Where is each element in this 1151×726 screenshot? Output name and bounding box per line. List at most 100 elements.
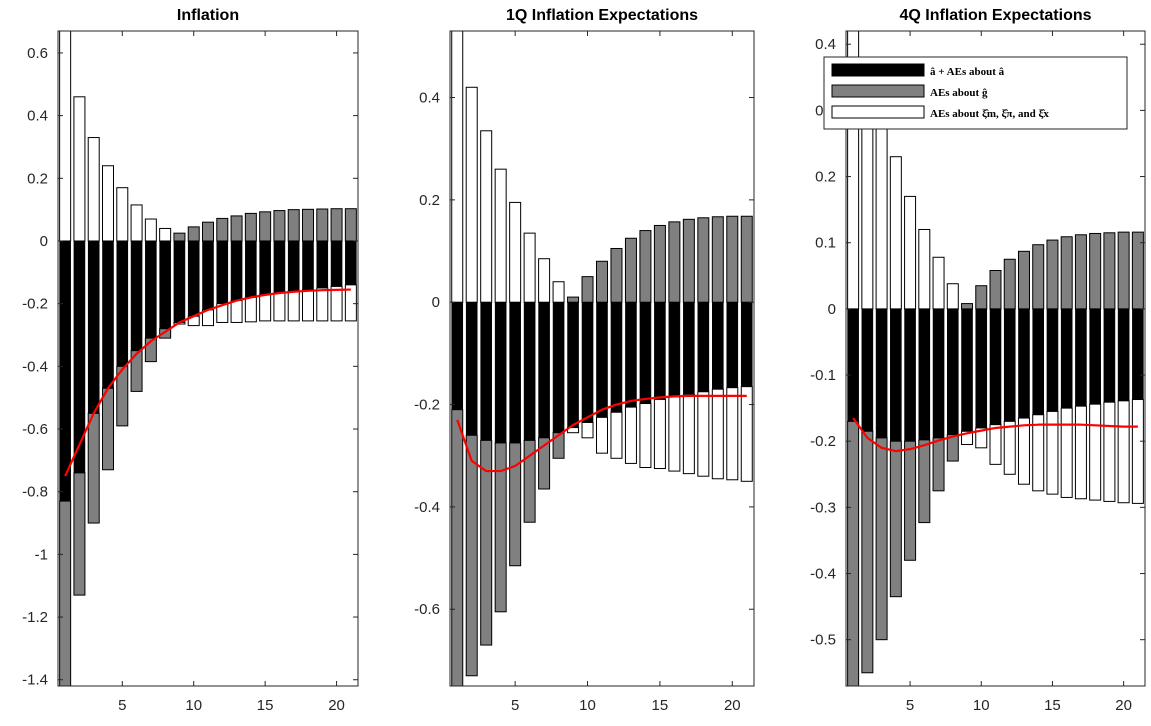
y-tick-label: -1.4	[22, 672, 48, 689]
bar-series2-x7	[538, 437, 551, 490]
line-series	[64, 288, 351, 477]
bar-series2-x8	[946, 434, 959, 462]
bar-series1-x11	[989, 308, 1002, 425]
y-tick-label: 0.2	[815, 169, 836, 186]
bar-series2-x4	[102, 387, 114, 471]
chart-panel-3: -0.5-0.4-0.3-0.2-0.100.10.20.30.45101520…	[810, 7, 1146, 714]
bar-series2-x8	[552, 432, 565, 459]
bar-series1-x5	[116, 240, 129, 367]
bar-series1-x19	[316, 240, 329, 289]
bar-series1-x15	[259, 240, 271, 295]
bar-series2-x17	[682, 218, 695, 303]
bar-series3-x13	[230, 300, 243, 323]
bar-series3-x21	[344, 284, 357, 322]
legend-swatch-3	[831, 105, 925, 119]
y-tick-label: -0.6	[22, 421, 48, 438]
bar-series2-x21	[740, 215, 753, 303]
bar-series3-x17	[682, 393, 695, 475]
bar-series3-x5	[904, 195, 917, 310]
bar-series2-x5	[116, 365, 129, 427]
bar-series2-x20	[330, 208, 343, 242]
bar-series3-x5	[116, 187, 129, 242]
line-series	[852, 417, 1138, 453]
bar-series2-x18	[302, 208, 314, 242]
bar-series1-x20	[1117, 308, 1130, 402]
bar-series3-x14	[244, 296, 257, 323]
bar-series3-x6	[523, 232, 536, 303]
bar-series3-x3	[480, 130, 493, 303]
bar-series2-x13	[1017, 250, 1030, 310]
bar-series1-x3	[480, 301, 492, 441]
bar-series3-x7	[538, 258, 551, 303]
bar-series2-x12	[610, 247, 623, 303]
bar-series2-x12	[216, 217, 229, 242]
bar-series2-x3	[480, 439, 493, 646]
bar-series3-x6	[918, 228, 931, 310]
bar-series2-x21	[344, 208, 357, 242]
bar-series3-x13	[624, 406, 637, 464]
bar-series3-x15	[653, 398, 666, 470]
y-tick-label: -0.4	[810, 566, 836, 583]
bar-series3-x5	[509, 201, 522, 303]
y-tick-label: -0.2	[414, 397, 440, 414]
y-tick-label: 0.4	[419, 90, 440, 107]
bar-series1-x18	[697, 301, 710, 393]
bar-series1-x18	[302, 240, 314, 290]
bar-series2-x17	[287, 209, 300, 242]
legend: â + AEs about â AEs about ĝ AEs about ξ̂m,…	[823, 56, 1128, 130]
bar-series2-x11	[202, 221, 214, 242]
axes-box	[845, 30, 1146, 687]
bar-series2-x4	[889, 440, 902, 598]
bar-series2-x1	[847, 420, 860, 686]
bar-series3-x3	[87, 137, 100, 242]
bar-series1-x9	[173, 240, 186, 323]
bar-series2-x18	[697, 217, 710, 303]
bar-series1-x19	[712, 301, 724, 390]
bar-series3-x19	[316, 287, 329, 322]
bar-series1-x12	[610, 301, 623, 413]
bar-series1-x12	[1003, 308, 1016, 422]
chart-title: Inflation	[177, 7, 239, 24]
y-tick-label: 0.4	[27, 108, 48, 125]
bar-series3-x19	[711, 388, 724, 480]
bar-series1-x1	[59, 240, 71, 502]
y-tick-label: 0	[828, 301, 836, 318]
bar-series3-x17	[1074, 405, 1087, 500]
bar-series1-x10	[975, 308, 988, 429]
y-tick-label: 0.1	[815, 235, 836, 252]
bar-series3-x15	[259, 293, 272, 322]
bar-series1-x17	[1075, 308, 1087, 407]
bar-series2-x10	[187, 226, 200, 242]
y-tick-label: -0.5	[810, 632, 836, 649]
chart-panel-1: -1.4 -1.2 -1 -0.8 -0.6 -0.4 -0.2 0 0.2 0.4 0.6 5 10 1…	[22, 7, 359, 714]
bar-series3-x4	[102, 165, 114, 242]
bar-series1-x11	[596, 301, 608, 418]
bar-series2-x20	[726, 215, 739, 303]
bar-series1-x15	[1046, 308, 1059, 412]
x-tick-label: 15	[1044, 697, 1061, 714]
bar-series1-x7	[145, 240, 157, 339]
axes-box	[449, 30, 755, 687]
chart-panel-2: -0.6 -0.4 -0.2 0 0.2 0.4 5 10 15 20 1Q Inflation E…	[414, 7, 755, 714]
bar-series2-x2	[861, 430, 874, 674]
bar-series2-x12	[1003, 258, 1016, 310]
y-tick-label: 0.4	[815, 36, 836, 53]
bar-series3-x16	[668, 396, 681, 472]
bar-series3-x7	[144, 218, 157, 242]
y-tick-label: -0.4	[22, 358, 48, 375]
bar-series1-x2	[465, 301, 478, 436]
bar-series2-x18	[1089, 232, 1102, 310]
bar-series1-x11	[202, 240, 214, 311]
bar-series2-x14	[1032, 244, 1045, 310]
bar-series2-x16	[668, 221, 681, 303]
bar-series3-x1	[451, 31, 464, 303]
y-tick-label: -0.1	[810, 367, 836, 384]
bar-series2-x11	[596, 260, 608, 303]
bar-series1-x4	[890, 308, 902, 442]
bar-series2-x6	[523, 439, 536, 523]
bar-series1-x18	[1089, 308, 1101, 405]
bar-series2-x7	[144, 337, 157, 363]
bar-series3-x8	[159, 227, 172, 242]
x-tick-label: 10	[185, 697, 202, 714]
bar-series1-x10	[187, 240, 200, 317]
